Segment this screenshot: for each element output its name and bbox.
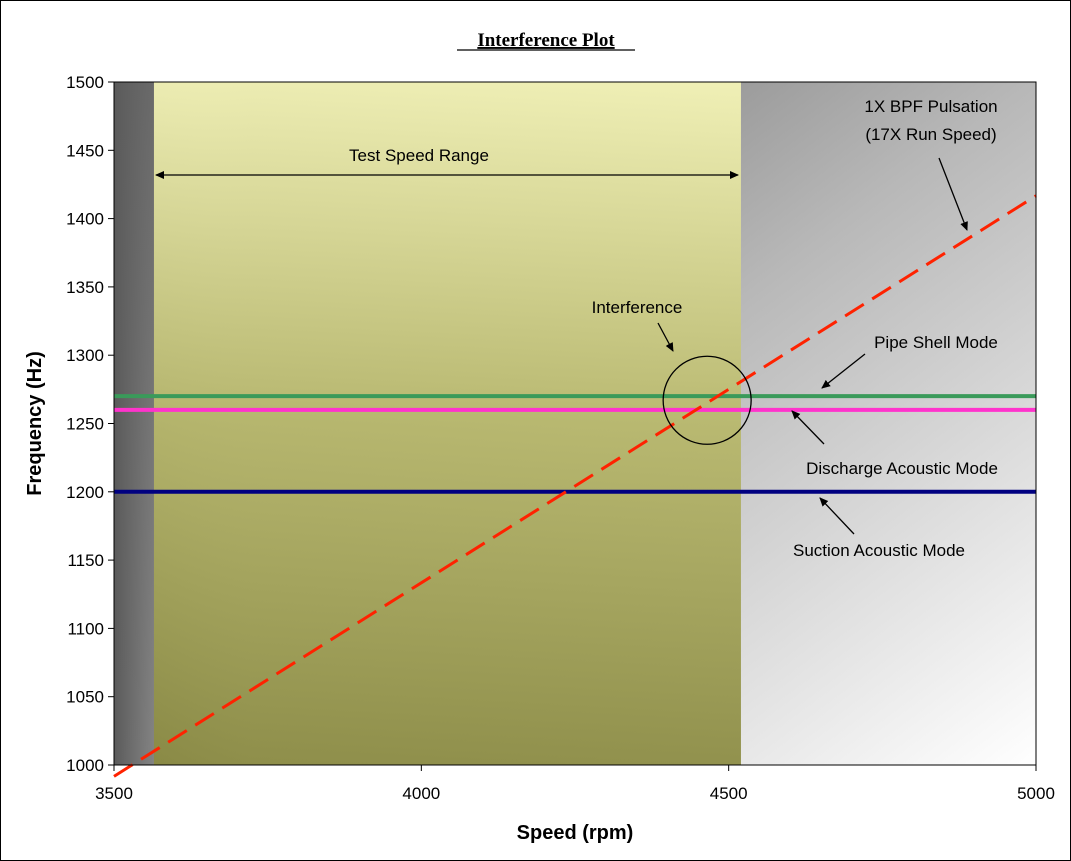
x-axis-ticks: 3500 4000 4500 5000 (95, 765, 1055, 803)
bpf-pulsation-line (113, 194, 1037, 778)
y-tick-label: 1250 (66, 415, 104, 434)
bpf-pulsation-label-line2: (17X Run Speed) (865, 125, 996, 144)
test-speed-range-band (153, 82, 741, 765)
y-axis-label: Frequency (Hz) (24, 351, 46, 495)
y-tick-label: 1150 (67, 551, 104, 570)
interference-circle (662, 355, 752, 445)
y-tick-label: 1200 (66, 483, 104, 502)
plot-area (113, 81, 1037, 778)
suction-acoustic-mode-label: Suction Acoustic Mode (793, 541, 965, 560)
y-axis-ticks: 1000 1050 1100 1150 1200 1250 1300 1350 1400 1450… (66, 73, 114, 775)
x-tick-label: 4500 (710, 784, 748, 803)
chart-title: Interference Plot (477, 30, 615, 51)
x-axis-label: Speed (rpm) (517, 822, 634, 844)
interference-arrow (657, 322, 674, 352)
y-tick-label: 1350 (66, 278, 104, 297)
x-tick-label: 5000 (1017, 784, 1055, 803)
x-tick-label: 4000 (402, 784, 440, 803)
y-tick-label: 1000 (66, 756, 104, 775)
y-tick-label: 1050 (66, 688, 104, 707)
discharge-acoustic-mode-arrow (791, 410, 825, 445)
y-tick-label: 1100 (67, 619, 104, 638)
test-speed-range-label: Test Speed Range (349, 146, 489, 165)
bpf-pulsation-label-line1: 1X BPF Pulsation (864, 97, 997, 116)
x-tick-label: 3500 (95, 784, 133, 803)
pipe-shell-mode-arrow (821, 353, 866, 389)
bpf-pulsation-arrow (938, 157, 968, 231)
y-tick-label: 1400 (66, 210, 104, 229)
y-tick-label: 1500 (66, 73, 104, 92)
pipe-shell-mode-label: Pipe Shell Mode (874, 333, 998, 352)
annotations: Test Speed Range 1X BPF Pulsation (17X Run… (155, 97, 998, 560)
y-tick-label: 1450 (66, 141, 104, 160)
interference-label: Interference (592, 298, 683, 317)
suction-acoustic-mode-arrow (819, 497, 855, 535)
discharge-acoustic-mode-label: Discharge Acoustic Mode (806, 459, 998, 478)
y-tick-label: 1300 (66, 346, 104, 365)
